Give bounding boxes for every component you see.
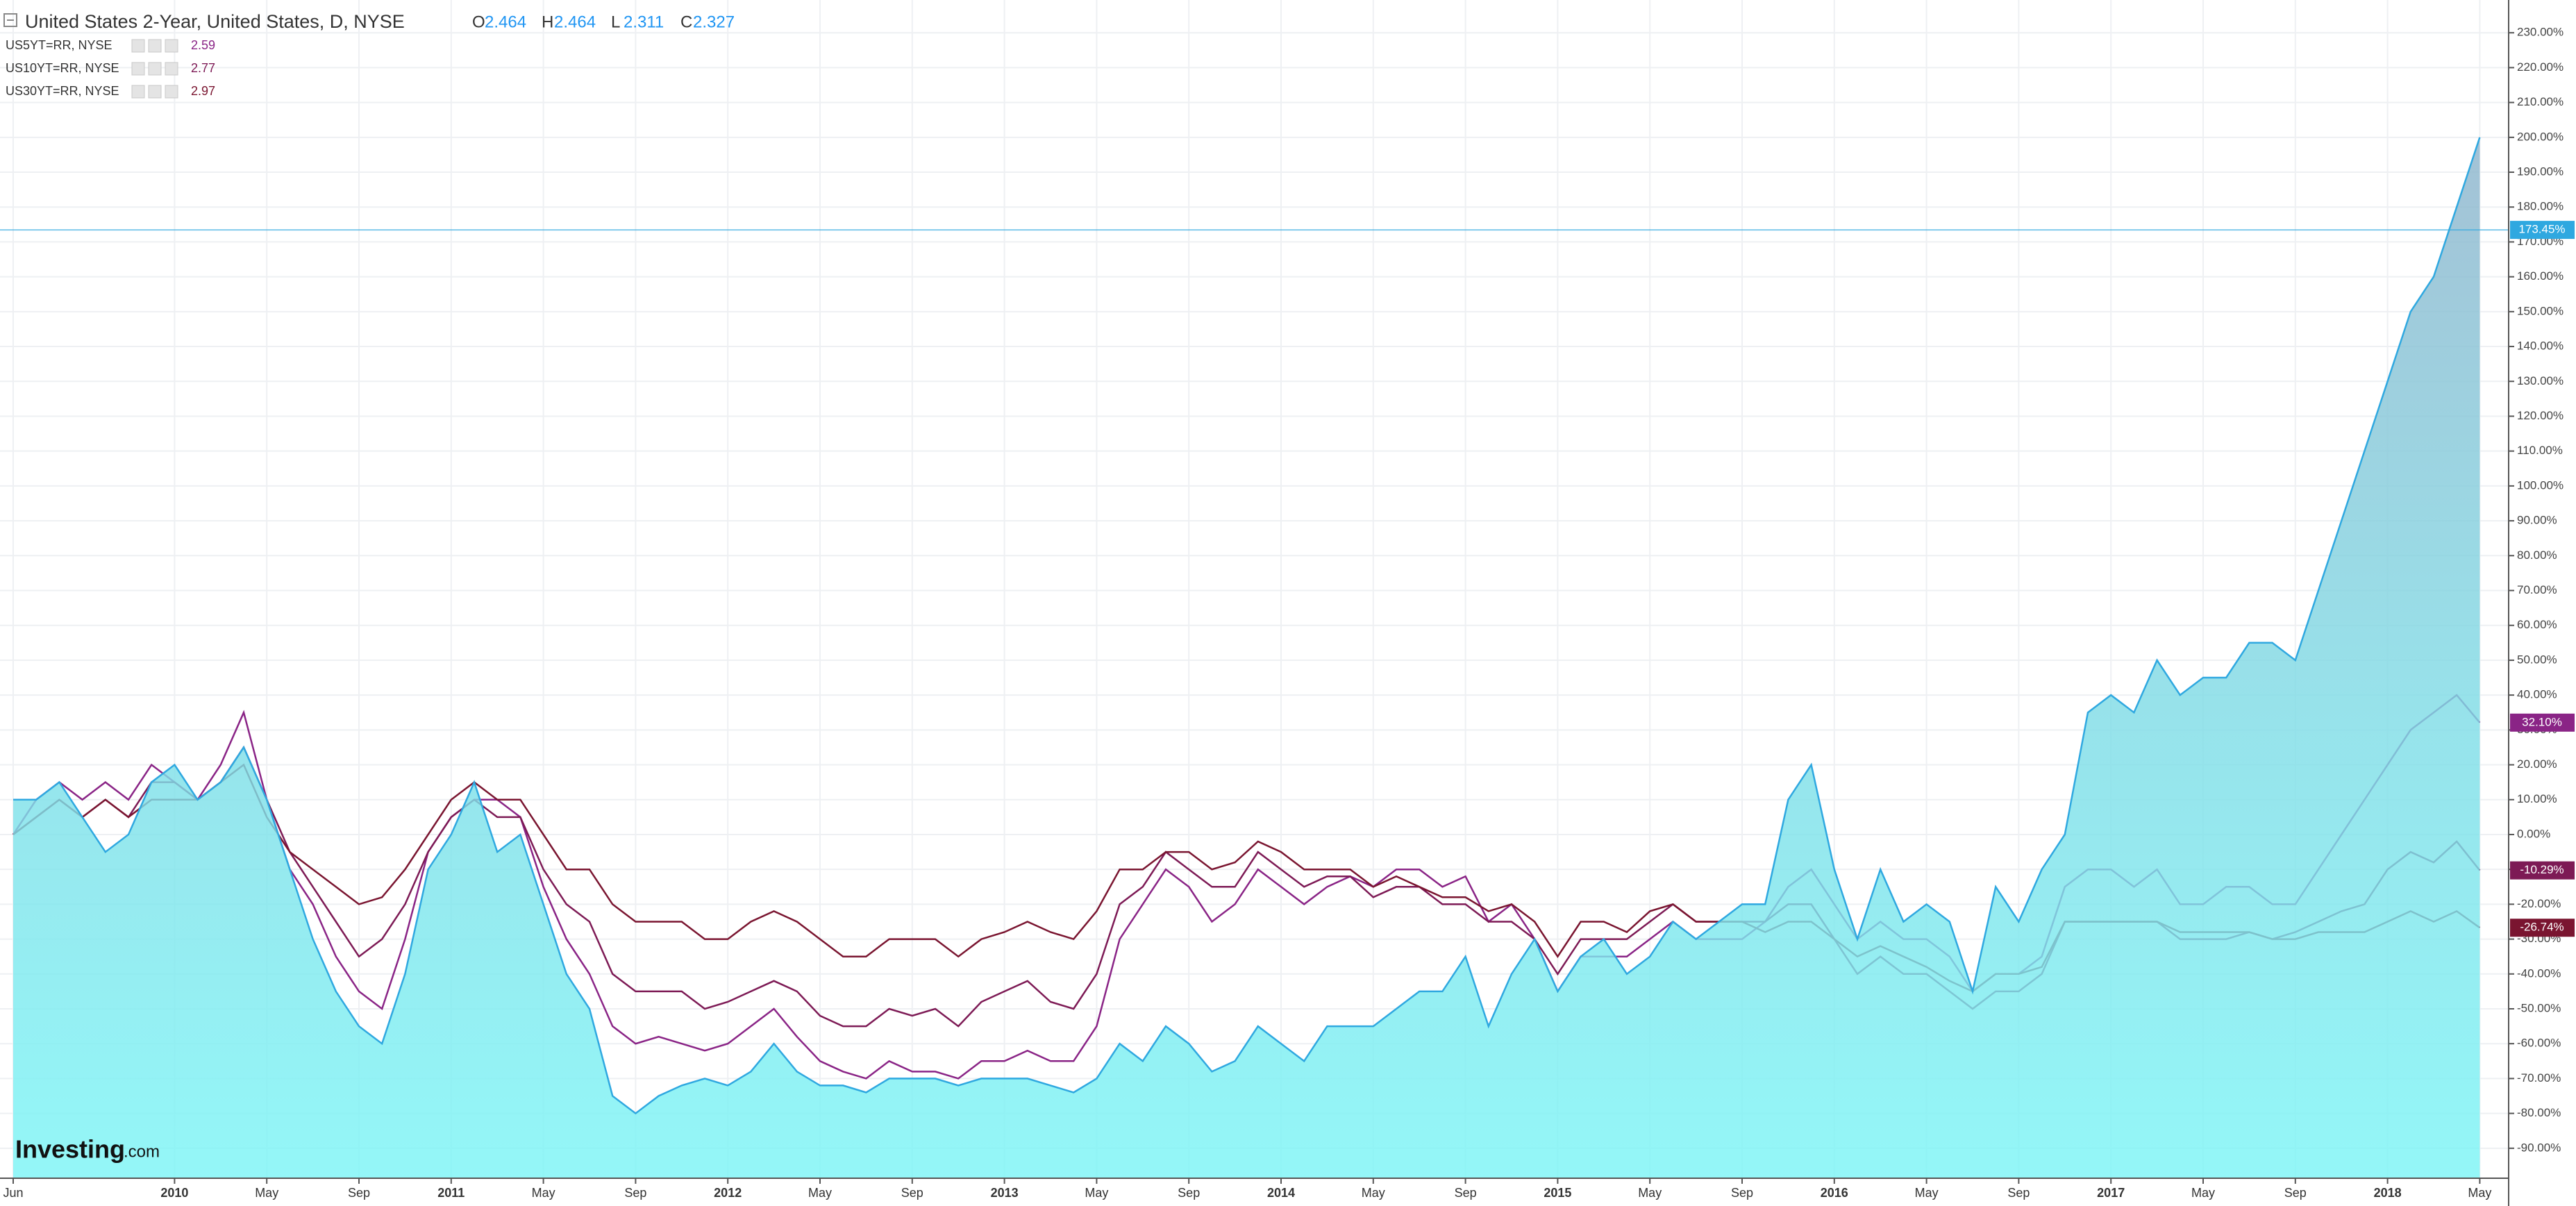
- price-badge-label: 173.45%: [2518, 223, 2565, 236]
- y-tick-label: -90.00%: [2517, 1141, 2561, 1154]
- collapse-button[interactable]: [3, 13, 17, 27]
- y-tick-label: 140.00%: [2517, 340, 2564, 353]
- price-badge: [2510, 861, 2575, 880]
- x-tick-label: 2014: [1267, 1186, 1295, 1200]
- chart-title: United States 2-Year, United States, D, …: [25, 11, 405, 32]
- y-tick-label: -20.00%: [2517, 897, 2561, 910]
- ohlc-value: 2.464: [485, 12, 526, 31]
- ohlc-value: 2.327: [693, 12, 735, 31]
- x-tick-label: May: [532, 1186, 555, 1200]
- x-tick-label: Jun: [3, 1186, 23, 1200]
- legend-value: 2.97: [191, 84, 215, 98]
- y-tick-label: 160.00%: [2517, 269, 2564, 283]
- y-tick-label: -70.00%: [2517, 1071, 2561, 1084]
- legend-name: US10YT=RR, NYSE: [6, 61, 119, 75]
- x-tick-label: May: [1915, 1186, 1939, 1200]
- x-tick-label: 2011: [437, 1186, 465, 1200]
- y-tick-label: 230.00%: [2517, 26, 2564, 39]
- y-tick-label: 120.00%: [2517, 409, 2564, 422]
- legend-button[interactable]: [148, 62, 162, 76]
- x-tick-label: Sep: [2007, 1186, 2030, 1200]
- y-tick-label: 210.00%: [2517, 95, 2564, 108]
- watermark-brand: Investing: [15, 1135, 125, 1164]
- series-area: [13, 137, 2480, 1178]
- y-tick-label: -80.00%: [2517, 1106, 2561, 1119]
- y-tick-label: 110.00%: [2517, 444, 2563, 457]
- watermark-suffix: .com: [124, 1142, 160, 1161]
- x-tick-label: 2018: [2374, 1186, 2402, 1200]
- legend-value: 2.77: [191, 61, 215, 75]
- ohlc-key: O: [472, 12, 485, 31]
- price-badge: [2510, 919, 2575, 937]
- y-tick-label: 70.00%: [2517, 583, 2557, 596]
- watermark: Investing .com: [15, 1135, 160, 1164]
- x-tick-label: 2017: [2097, 1186, 2125, 1200]
- ohlc-key: H: [542, 12, 553, 31]
- price-badge-label: -26.74%: [2520, 921, 2564, 934]
- y-tick-label: 150.00%: [2517, 304, 2564, 317]
- x-tick-label: Sep: [348, 1186, 370, 1200]
- ohlc-value: 2.464: [554, 12, 596, 31]
- x-tick-label: May: [255, 1186, 278, 1200]
- x-tick-label: Sep: [1455, 1186, 1477, 1200]
- legend-name: US5YT=RR, NYSE: [6, 38, 112, 52]
- price-badge-label: -10.29%: [2520, 863, 2564, 876]
- legend-button[interactable]: [131, 39, 145, 53]
- x-tick-label: 2015: [1544, 1186, 1571, 1200]
- y-tick-label: 90.00%: [2517, 514, 2557, 527]
- y-tick-label: 200.00%: [2517, 130, 2564, 143]
- x-tick-label: Sep: [1731, 1186, 1753, 1200]
- x-tick-label: May: [1362, 1186, 1385, 1200]
- y-tick-label: 10.00%: [2517, 792, 2557, 805]
- legend-button[interactable]: [148, 39, 162, 53]
- x-tick-label: Sep: [1178, 1186, 1200, 1200]
- legend-button[interactable]: [131, 62, 145, 76]
- x-tick-label: May: [1638, 1186, 1662, 1200]
- y-tick-label: 190.00%: [2517, 165, 2564, 178]
- legend-button[interactable]: [131, 85, 145, 99]
- y-tick-label: 0.00%: [2517, 827, 2550, 840]
- ohlc-value: 2.311: [624, 12, 664, 31]
- legend-button[interactable]: [165, 39, 178, 53]
- x-tick-label: 2012: [714, 1186, 742, 1200]
- y-tick-label: -40.00%: [2517, 966, 2561, 980]
- ohlc-key: C: [680, 12, 692, 31]
- y-tick-label: 220.00%: [2517, 60, 2564, 74]
- x-tick-label: May: [2191, 1186, 2215, 1200]
- x-tick-label: 2013: [991, 1186, 1019, 1200]
- y-tick-label: 60.00%: [2517, 618, 2557, 631]
- y-tick-label: 80.00%: [2517, 548, 2557, 562]
- y-tick-label: 130.00%: [2517, 374, 2564, 387]
- x-tick-label: May: [808, 1186, 832, 1200]
- legend-value: 2.59: [191, 38, 215, 52]
- series-line: [13, 137, 2481, 1115]
- plot: [0, 137, 2509, 1178]
- y-tick-label: 180.00%: [2517, 200, 2564, 213]
- legend-button[interactable]: [165, 62, 178, 76]
- axes: -90.00% -80.00% -70.00% -60.00% -50.00% -40.0…: [3, 26, 2575, 1200]
- x-tick-label: 2016: [1821, 1186, 1848, 1200]
- x-tick-label: Sep: [901, 1186, 923, 1200]
- y-tick-label: 40.00%: [2517, 688, 2557, 701]
- x-tick-label: Sep: [624, 1186, 646, 1200]
- x-tick-label: May: [1085, 1186, 1108, 1200]
- price-badge: [2510, 221, 2575, 240]
- x-tick-label: Sep: [2284, 1186, 2307, 1200]
- x-tick-label: May: [2468, 1186, 2491, 1200]
- x-tick-label: 2010: [160, 1186, 188, 1200]
- y-tick-label: 20.00%: [2517, 757, 2557, 771]
- legend-name: US30YT=RR, NYSE: [6, 84, 119, 98]
- ohlc-key: L: [611, 12, 620, 31]
- legend-button[interactable]: [148, 85, 162, 99]
- y-tick-label: 100.00%: [2517, 478, 2564, 492]
- legend: United States 2-Year, United States, D, …: [3, 11, 735, 99]
- y-tick-label: -60.00%: [2517, 1037, 2561, 1050]
- y-tick-label: 50.00%: [2517, 653, 2557, 666]
- y-tick-label: -50.00%: [2517, 1001, 2561, 1014]
- legend-button[interactable]: [165, 85, 178, 99]
- price-badge-label: 32.10%: [2522, 715, 2562, 728]
- price-badge: [2510, 713, 2575, 732]
